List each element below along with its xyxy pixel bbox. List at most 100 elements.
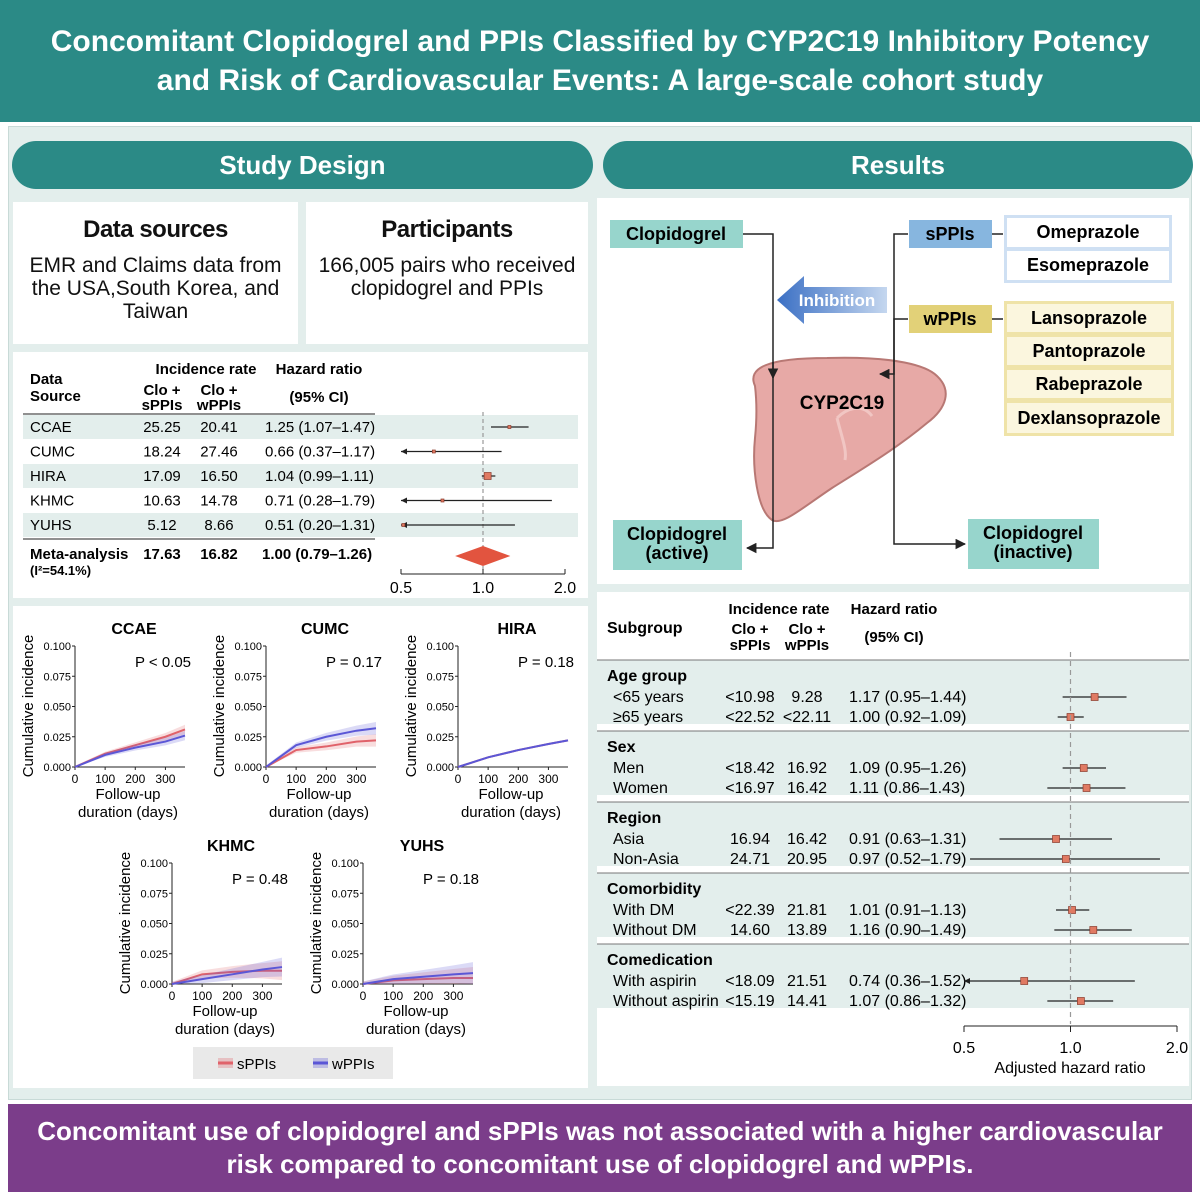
sub-col-s-2: sPPIs — [730, 637, 771, 654]
km-pvalue: P < 0.05 — [135, 654, 191, 671]
km-line-wppis — [457, 739, 569, 768]
sppi-esomeprazole: Esomeprazole — [1027, 255, 1149, 275]
km-y-tick-label: 0.100 — [234, 641, 262, 653]
subgroup-hr-point — [1052, 835, 1060, 843]
km-y-label: Cumulative incidence — [403, 635, 420, 778]
km-x-label: Follow-up — [383, 1003, 448, 1020]
wppi-rabeprazole: Rabeprazole — [1035, 374, 1142, 394]
subgroup-name: Sex — [607, 739, 636, 756]
sub-col-w-2: wPPIs — [784, 637, 829, 654]
source-col-header: Data — [30, 371, 63, 388]
km-y-tick-label: 0.075 — [43, 671, 71, 683]
wppi-into-liver-arrow — [878, 318, 908, 380]
sub-hr-header: Hazard ratio — [851, 601, 938, 618]
km-y-tick-label: 0.100 — [426, 641, 454, 653]
sub-col-w-1: Clo + — [788, 621, 825, 638]
km-title: CCAE — [111, 621, 157, 638]
meta-label: Meta-analysis — [30, 546, 128, 563]
km-x-tick-label: 300 — [443, 989, 463, 1003]
source-incidence-w: 20.41 — [200, 419, 238, 436]
km-x-tick-label: 200 — [413, 989, 433, 1003]
sub-incidence-header: Incidence rate — [729, 601, 830, 618]
subgroup-row-label: With aspirin — [613, 973, 697, 990]
sppis-tag-label: sPPIs — [925, 224, 974, 244]
subgroup-row-label: <65 years — [613, 689, 684, 706]
source-hr: 1.25 (1.07–1.47) — [265, 419, 375, 436]
subgroup-incidence-s: <22.52 — [725, 709, 774, 726]
sppi-item-bg-1 — [1007, 218, 1169, 247]
subgroup-hr-point — [1089, 926, 1098, 934]
subgroup-incidence-w: 16.42 — [787, 831, 827, 848]
km-y-label: Cumulative incidence — [308, 852, 325, 995]
col-w-header-1: Clo + — [200, 382, 237, 399]
meta-diamond — [455, 546, 511, 566]
clopidogrel-box — [610, 220, 743, 248]
source-name: HIRA — [30, 468, 66, 485]
liver-highlight-2 — [835, 406, 874, 420]
conclusion-text: Concomitant use of clopidogrel and sPPIs… — [37, 1116, 1163, 1179]
km-x-tick-label: 100 — [95, 772, 115, 786]
subgroup-incidence-w: 16.42 — [787, 780, 827, 797]
km-y-tick-label: 0.000 — [43, 762, 71, 774]
meta-w: 16.82 — [200, 546, 238, 563]
data-sources-body: EMR and Claims data from the USA,South K… — [29, 254, 282, 323]
axis-tick-label: 1.0 — [472, 580, 494, 597]
legend-sppi-band — [218, 1058, 233, 1068]
km-pvalue: P = 0.17 — [326, 654, 382, 671]
km-x-tick-label: 200 — [222, 989, 242, 1003]
km-x-tick-label: 200 — [125, 772, 145, 786]
subgroup-axis-label: Adjusted hazard ratio — [994, 1060, 1145, 1077]
clopidogrel-inactive-l1: Clopidogrel — [983, 523, 1083, 543]
km-y-tick-label: 0.025 — [331, 949, 359, 961]
subgroup-name: Region — [607, 810, 661, 827]
km-plots: CCAE P < 0.05 0.000 0.025 0.050 0.075 0.100 0 10… — [20, 621, 574, 1038]
results-heading-text: Results — [851, 149, 945, 180]
km-title: KHMC — [207, 838, 255, 855]
legend-sppi-label: sPPIs — [237, 1056, 276, 1073]
km-x-tick-label: 300 — [155, 772, 175, 786]
subgroup-name: Comorbidity — [607, 881, 701, 898]
subgroup-incidence-s: <10.98 — [725, 689, 774, 706]
subgroup-axis-tick-label: 2.0 — [1166, 1040, 1188, 1057]
km-x-label: Follow-up — [95, 786, 160, 803]
km-x-tick-label: 200 — [316, 772, 336, 786]
source-incidence-s: 17.09 — [143, 468, 181, 485]
km-plot-yuhs: YUHS P = 0.18 0.000 0.025 0.050 0.075 0.100 0 10… — [308, 838, 479, 1038]
km-x-tick-label: 0 — [72, 772, 79, 786]
km-x-tick-label: 100 — [192, 989, 212, 1003]
hr-header: Hazard ratio — [276, 361, 363, 378]
subgroup-incidence-w: 21.81 — [787, 902, 827, 919]
source-incidence-w: 14.78 — [200, 493, 238, 510]
clopidogrel-active-l1: Clopidogrel — [627, 524, 727, 544]
subgroup-incidence-s: <15.19 — [725, 993, 774, 1010]
km-y-tick-label: 0.075 — [140, 888, 168, 900]
km-x-label: Follow-up — [478, 786, 543, 803]
km-plot-cumc: CUMC P = 0.17 0.000 0.025 0.050 0.075 0.100 0 10… — [211, 621, 382, 821]
km-x-tick-label: 300 — [252, 989, 272, 1003]
km-y-tick-label: 0.050 — [140, 919, 168, 931]
km-x-label: Follow-up — [192, 1003, 257, 1020]
hr-point — [401, 523, 406, 527]
subgroup-col-header: Subgroup — [607, 620, 683, 637]
km-x-tick-label: 0 — [360, 989, 367, 1003]
subgroup-hr: 1.07 (0.86–1.32) — [849, 993, 966, 1010]
source-col-header-2: Source — [30, 388, 81, 405]
source-incidence-w: 27.46 — [200, 444, 238, 461]
km-y-label: Cumulative incidence — [117, 852, 134, 995]
subgroup-ci-arrow — [964, 978, 970, 984]
km-y-tick-label: 0.000 — [331, 979, 359, 991]
source-name: KHMC — [30, 493, 74, 510]
km-title: CUMC — [301, 621, 349, 638]
subgroup-hr-point — [1090, 693, 1099, 701]
source-forest-plot: Data Source Incidence rate Clo + sPPIs C… — [13, 352, 588, 598]
subgroup-band — [597, 802, 1189, 866]
clopidogrel-inactive-box — [968, 519, 1099, 569]
subgroup-rows: Age group <65 years <10.98 9.28 1.17 (0.95–1… — [597, 659, 1189, 1010]
km-x-label-2: duration (days) — [78, 804, 178, 821]
hr-point — [483, 472, 492, 480]
km-y-tick-label: 0.075 — [426, 671, 454, 683]
source-hr: 0.71 (0.28–1.79) — [265, 493, 375, 510]
study-design-heading: Study Design — [12, 141, 593, 189]
km-x-label-2: duration (days) — [461, 804, 561, 821]
km-y-tick-label: 0.000 — [140, 979, 168, 991]
